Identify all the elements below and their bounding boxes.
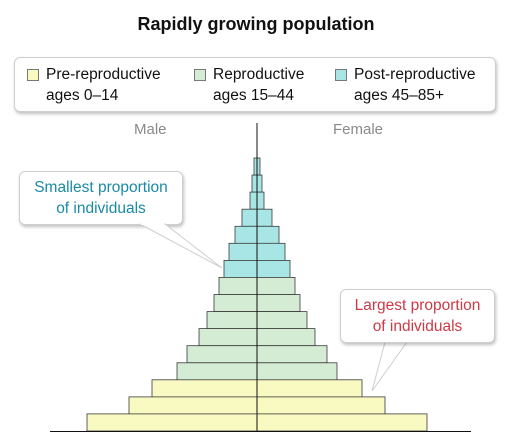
callout-smallest-proportion: Smallest proportion of individuals — [19, 171, 183, 225]
pyramid-bar-male-post-reproductive — [234, 225, 258, 244]
pyramid-bar-female-pre-reproductive — [256, 396, 386, 415]
pyramid-bar-male-post-reproductive — [251, 174, 258, 193]
pyramid-bar-female-post-reproductive — [256, 174, 263, 193]
pyramid-bar-female-post-reproductive — [256, 259, 291, 278]
female-label: Female — [333, 121, 384, 138]
pyramid-bars — [86, 157, 428, 432]
pyramid-bar-male-reproductive — [218, 276, 258, 295]
pyramid-bar-female-reproductive — [256, 328, 316, 347]
pyramid-bar-female-post-reproductive — [256, 191, 265, 210]
pyramid-bar-male-reproductive — [186, 345, 258, 364]
pyramid-bar-female-pre-reproductive — [256, 379, 363, 398]
pyramid-bar-female-post-reproductive — [256, 225, 280, 244]
pyramid-bar-male-pre-reproductive — [128, 396, 258, 415]
pyramid-bar-male-post-reproductive — [241, 208, 258, 227]
callout-largest-proportion: Largest proportion of individuals — [340, 289, 495, 343]
callout-largest-line1: Largest proportion — [354, 297, 481, 314]
pyramid-bar-male-reproductive — [176, 362, 258, 381]
callout-smallest-line2: of individuals — [56, 200, 146, 217]
legend-ages-reproductive: ages 15–44 — [213, 87, 295, 104]
pyramid-bar-male-reproductive — [206, 311, 258, 330]
callout-largest-line2: of individuals — [372, 318, 463, 335]
legend-swatch-reproductive — [194, 69, 206, 81]
pyramid-bar-female-pre-reproductive — [256, 413, 428, 432]
chart-title: Rapidly growing population — [137, 14, 375, 34]
callout-smallest-line1: Smallest proportion — [34, 179, 168, 196]
pyramid-bar-male-post-reproductive — [228, 242, 258, 261]
legend-ages-pre-reproductive: ages 0–14 — [46, 87, 119, 104]
pyramid-bar-female-reproductive — [256, 345, 328, 364]
pyramid-bar-female-reproductive — [256, 311, 308, 330]
legend-label-pre-reproductive: Pre-reproductive — [46, 66, 161, 83]
legend-label-post-reproductive: Post-reproductive — [354, 66, 476, 83]
legend-ages-post-reproductive: ages 45–85+ — [354, 87, 445, 104]
pyramid-bar-female-reproductive — [256, 294, 301, 313]
pyramid-bar-male-pre-reproductive — [86, 413, 258, 432]
legend-swatch-post-reproductive — [335, 69, 347, 81]
legend-swatch-pre-reproductive — [27, 69, 39, 81]
pyramid-bar-male-pre-reproductive — [151, 379, 258, 398]
pyramid-bar-male-post-reproductive — [223, 259, 258, 278]
pyramid-bar-male-reproductive — [213, 294, 258, 313]
pyramid-bar-female-reproductive — [256, 276, 296, 295]
pyramid-bar-male-post-reproductive — [249, 191, 258, 210]
pyramid-bar-female-reproductive — [256, 362, 338, 381]
pyramid-bar-male-reproductive — [198, 328, 258, 347]
pyramid-bar-female-post-reproductive — [256, 242, 286, 261]
male-label: Male — [134, 121, 167, 138]
legend-label-reproductive: Reproductive — [213, 66, 305, 83]
legend: Pre-reproductive ages 0–14 Reproductive … — [14, 57, 496, 112]
pyramid-bar-female-post-reproductive — [256, 208, 273, 227]
